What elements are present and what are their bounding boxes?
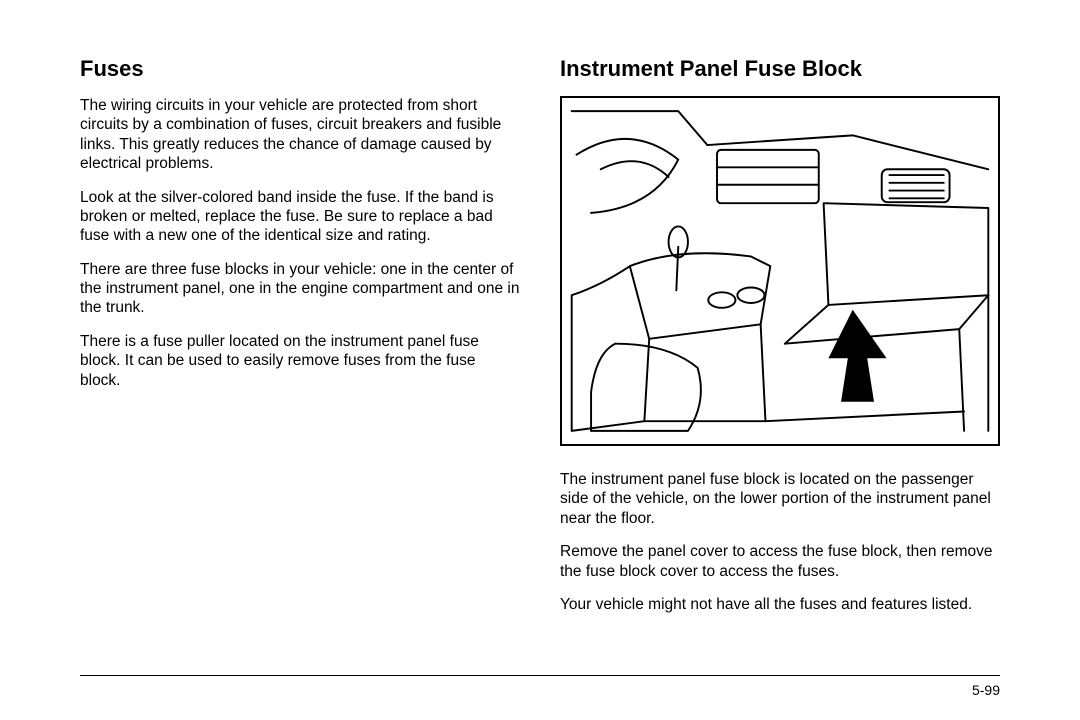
left-column: Fuses The wiring circuits in your vehicl… — [80, 56, 520, 628]
location-arrow-icon — [828, 310, 886, 402]
right-column: Instrument Panel Fuse Block — [560, 56, 1000, 628]
fuses-para-1: The wiring circuits in your vehicle are … — [80, 96, 520, 174]
fuse-block-illustration — [560, 96, 1000, 446]
ip-fuse-block-heading: Instrument Panel Fuse Block — [560, 56, 1000, 82]
ip-para-3: Your vehicle might not have all the fuse… — [560, 595, 1000, 614]
page-number: 5-99 — [972, 682, 1000, 698]
fuses-para-2: Look at the silver-colored band inside t… — [80, 188, 520, 246]
ip-para-2: Remove the panel cover to access the fus… — [560, 542, 1000, 581]
fuses-para-3: There are three fuse blocks in your vehi… — [80, 260, 520, 318]
fuses-heading: Fuses — [80, 56, 520, 82]
car-interior-line-art-icon — [562, 98, 998, 444]
ip-para-1: The instrument panel fuse block is locat… — [560, 470, 1000, 528]
footer-rule — [80, 675, 1000, 676]
fuses-para-4: There is a fuse puller located on the in… — [80, 332, 520, 390]
